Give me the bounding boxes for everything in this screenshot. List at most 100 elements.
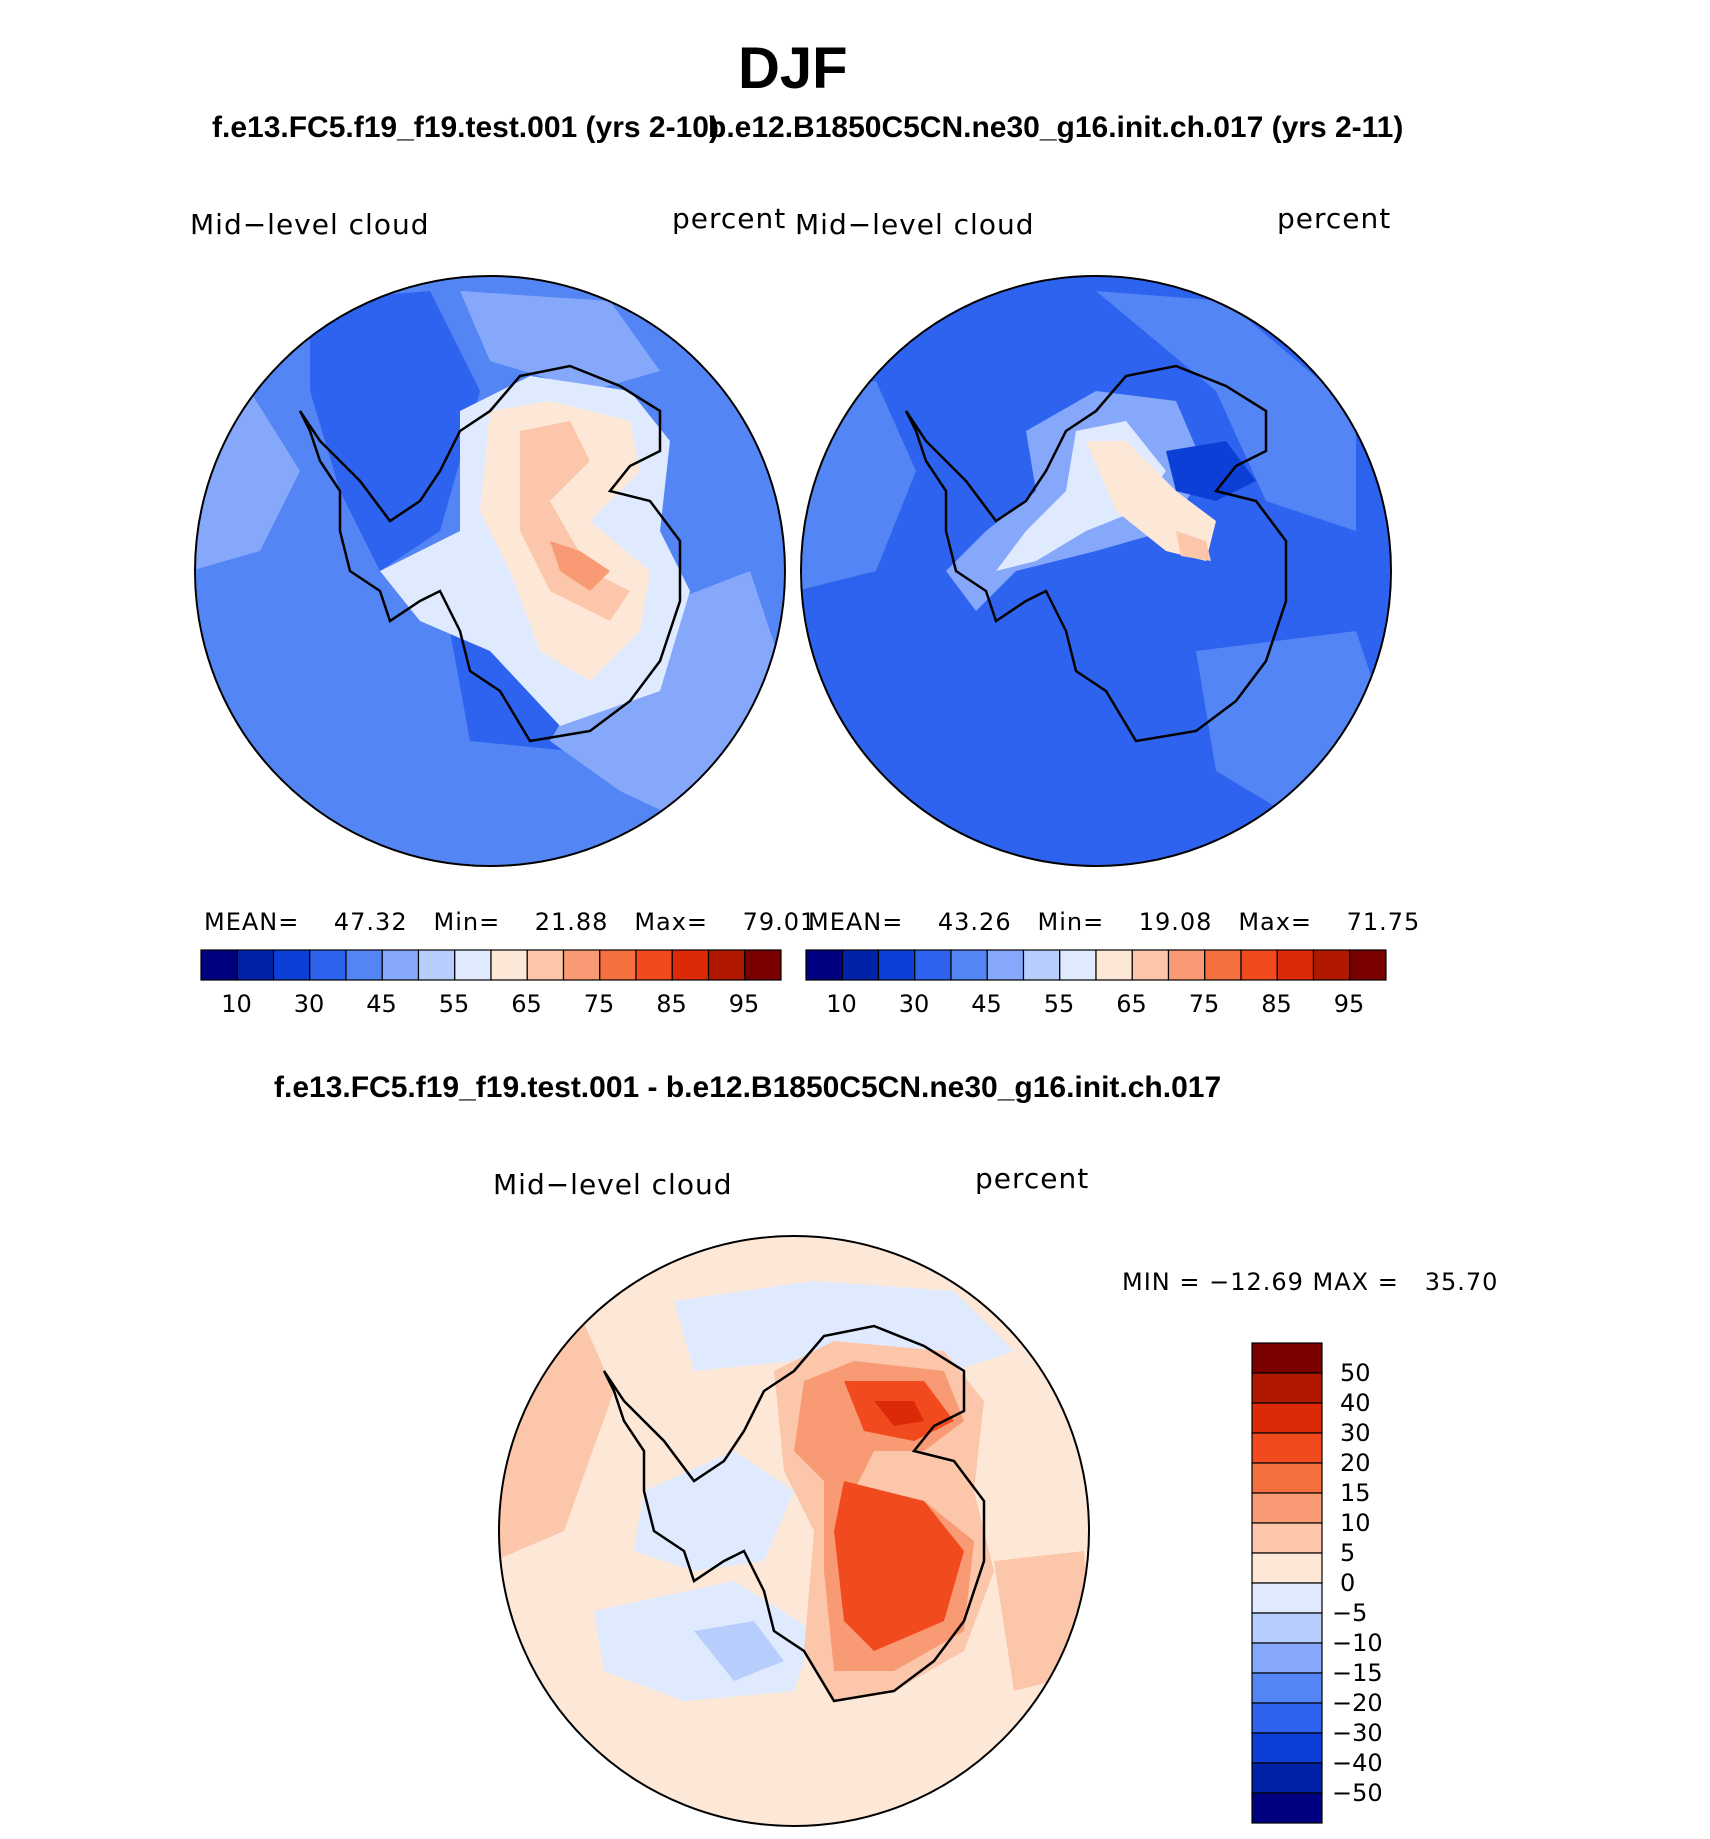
case-a-title: f.e13.FC5.f19_f19.test.001 (yrs 2-10) bbox=[212, 111, 719, 144]
right-variable-label: Mid−level cloud bbox=[795, 208, 1035, 241]
right-colorbar-tick-label: 30 bbox=[898, 990, 930, 1018]
left-coastline bbox=[298, 364, 682, 743]
left-colorbar-tick-label: 10 bbox=[221, 990, 252, 1018]
diff-colorbar-box bbox=[1251, 1792, 1323, 1824]
left-top-light bbox=[460, 291, 660, 391]
left-land-hotspot bbox=[550, 541, 610, 591]
left-colorbar-box bbox=[707, 949, 746, 981]
diff-colorbar-box bbox=[1251, 1552, 1323, 1584]
diff-colorbar-tick-label: 50 bbox=[1340, 1359, 1371, 1387]
diff-colorbar-tick-label: −10 bbox=[1332, 1629, 1383, 1657]
diff-units-label: percent bbox=[975, 1162, 1090, 1195]
difference-title: f.e13.FC5.f19_f19.test.001 - b.e12.B1850… bbox=[274, 1071, 1222, 1104]
diff-colorbar-tick-label: −50 bbox=[1332, 1779, 1383, 1807]
left-colorbar-box bbox=[309, 949, 347, 981]
left-min-value: 21.88 bbox=[534, 908, 609, 936]
right-colorbar-box bbox=[914, 949, 952, 981]
left-max-label: Max= bbox=[634, 908, 709, 936]
right-colorbar-tick-label: 55 bbox=[1043, 990, 1075, 1018]
difference-colorbar bbox=[1251, 1342, 1323, 1824]
difference-colorbar-ticks: 50 40 30 20 15 10 5 0 −5 −10 −15 −20 −30 −40 −50 bbox=[1332, 1343, 1402, 1823]
diff-colorbar-tick-label: 0 bbox=[1340, 1569, 1356, 1597]
left-variable-label: Mid−level cloud bbox=[190, 208, 430, 241]
right-map-border bbox=[800, 275, 1392, 867]
left-units-label: percent bbox=[672, 202, 787, 235]
left-mean-value: 47.32 bbox=[333, 908, 408, 936]
right-max-label: Max= bbox=[1238, 908, 1313, 936]
diff-colorbar-box bbox=[1251, 1612, 1323, 1644]
left-colorbar-tick-label: 30 bbox=[293, 990, 325, 1018]
right-colorbar-box bbox=[1204, 949, 1242, 981]
diff-land-light-blue bbox=[634, 1451, 794, 1571]
left-colorbar bbox=[200, 949, 782, 981]
diff-land-darkred bbox=[874, 1401, 924, 1426]
right-stats: MEAN= 43.26 Min= 19.08 Max= 71.75 bbox=[808, 908, 1420, 936]
right-polar-map bbox=[800, 275, 1392, 867]
diff-colorbar-tick-label: 15 bbox=[1340, 1479, 1371, 1507]
right-dark-spot bbox=[1166, 441, 1256, 501]
right-colorbar-box bbox=[877, 949, 916, 981]
right-coastline bbox=[904, 364, 1288, 743]
right-colorbar-ticks: 10 30 45 55 65 75 85 95 bbox=[806, 990, 1386, 1020]
left-colorbar-box bbox=[526, 949, 565, 981]
diff-colorbar-tick-label: 5 bbox=[1340, 1539, 1356, 1567]
left-land-hot bbox=[520, 421, 630, 621]
left-colorbar-box bbox=[490, 949, 528, 981]
left-colorbar-box bbox=[599, 949, 637, 981]
diff-colorbar-box bbox=[1251, 1702, 1323, 1734]
diff-colorbar-box bbox=[1251, 1342, 1323, 1374]
diff-land-red bbox=[834, 1481, 964, 1651]
right-colorbar-tick-label: 45 bbox=[971, 990, 1002, 1018]
left-dark-blob bbox=[310, 291, 480, 571]
left-map-border bbox=[194, 275, 786, 867]
right-min-label: Min= bbox=[1037, 908, 1105, 936]
left-min-label: Min= bbox=[433, 908, 501, 936]
diff-coastline bbox=[602, 1324, 986, 1703]
diff-variable-label: Mid−level cloud bbox=[493, 1168, 733, 1201]
right-colorbar-box bbox=[950, 949, 988, 981]
diff-colorbar-tick-label: 10 bbox=[1340, 1509, 1371, 1537]
difference-polar-map bbox=[498, 1235, 1090, 1827]
left-colorbar-box bbox=[635, 949, 673, 981]
right-colorbar-box bbox=[1167, 949, 1206, 981]
right-colorbar-tick-label: 75 bbox=[1188, 990, 1220, 1018]
diff-colorbar-tick-label: −5 bbox=[1332, 1599, 1368, 1627]
diff-colorbar-tick-label: −15 bbox=[1332, 1659, 1383, 1687]
right-colorbar-box bbox=[1312, 949, 1351, 981]
right-max-value: 71.75 bbox=[1346, 908, 1421, 936]
right-colorbar-tick-label: 95 bbox=[1333, 990, 1365, 1018]
left-stats: MEAN= 47.32 Min= 21.88 Max= 79.01 bbox=[204, 908, 816, 936]
diff-colorbar-tick-label: −40 bbox=[1332, 1749, 1383, 1777]
left-max-value: 79.01 bbox=[742, 908, 817, 936]
right-colorbar-box bbox=[1276, 949, 1315, 981]
diff-colorbar-box bbox=[1251, 1642, 1323, 1674]
right-colorbar-box bbox=[1131, 949, 1170, 981]
diff-colorbar-box bbox=[1251, 1432, 1323, 1464]
left-colorbar-ticks: 10 30 45 55 65 75 85 95 bbox=[201, 990, 781, 1020]
diff-colorbar-box bbox=[1251, 1582, 1323, 1614]
right-colorbar-box bbox=[805, 949, 843, 981]
diff-colorbar-box bbox=[1251, 1732, 1323, 1764]
left-colorbar-box bbox=[381, 949, 420, 981]
diff-colorbar-box bbox=[1251, 1372, 1323, 1404]
right-colorbar-box bbox=[1022, 949, 1061, 981]
right-colorbar-box bbox=[1240, 949, 1278, 981]
right-ocean-field bbox=[801, 276, 1391, 866]
right-colorbar-tick-label: 85 bbox=[1261, 990, 1292, 1018]
left-colorbar-box bbox=[744, 949, 782, 981]
left-colorbar-box bbox=[417, 949, 456, 981]
right-colorbar-box bbox=[841, 949, 880, 981]
left-colorbar-box bbox=[200, 949, 238, 981]
left-colorbar-tick-label: 55 bbox=[438, 990, 470, 1018]
right-colorbar-box bbox=[1095, 949, 1133, 981]
diff-colorbar-tick-label: 40 bbox=[1340, 1389, 1371, 1417]
diff-colorbar-tick-label: 30 bbox=[1340, 1419, 1371, 1447]
diff-colorbar-box bbox=[1251, 1462, 1323, 1494]
right-warm-streak bbox=[1086, 441, 1216, 561]
diff-colorbar-box bbox=[1251, 1492, 1323, 1524]
left-colorbar-box bbox=[671, 949, 710, 981]
diff-colorbar-tick-label: −30 bbox=[1332, 1719, 1383, 1747]
diff-minmax: MIN = −12.69 MAX = 35.70 bbox=[1122, 1268, 1499, 1296]
right-mean-label: MEAN= bbox=[808, 908, 904, 936]
right-colorbar-tick-label: 65 bbox=[1116, 990, 1147, 1018]
